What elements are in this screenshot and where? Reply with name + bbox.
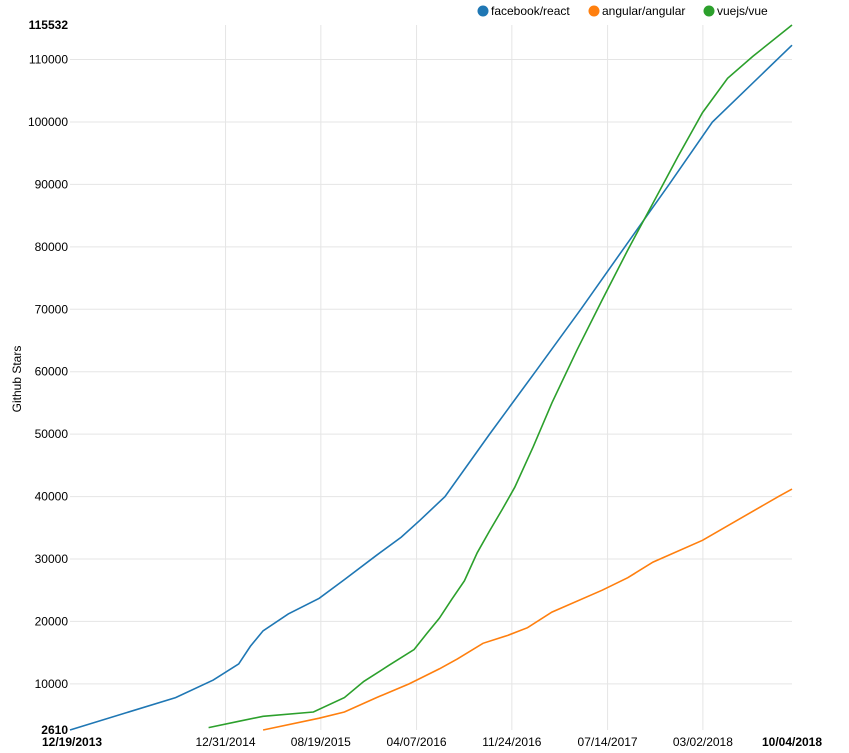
legend-label: vuejs/vue xyxy=(717,4,768,18)
legend-marker xyxy=(477,5,489,17)
y-tick-label: 40000 xyxy=(35,490,69,504)
y-tick-label: 50000 xyxy=(35,427,69,441)
x-tick-label: 08/19/2015 xyxy=(291,735,351,749)
legend-item[interactable]: vuejs/vue xyxy=(703,4,769,18)
grid-layer xyxy=(70,25,792,730)
y-tick-label: 110000 xyxy=(29,53,68,67)
x-tick-label: 11/24/2016 xyxy=(482,735,541,749)
y-tick-label: 100000 xyxy=(28,115,68,129)
x-tick-label: 12/19/2013 xyxy=(42,735,102,749)
x-tick-label: 03/02/2018 xyxy=(673,735,733,749)
legend-marker xyxy=(588,5,600,17)
y-axis: 2610 10000 20000 30000 40000 50000 60000 70000 8… xyxy=(28,18,68,737)
series-line-vuejs-vue xyxy=(208,24,793,729)
legend-item[interactable]: facebook/react xyxy=(477,4,571,18)
legend-marker xyxy=(703,5,715,17)
y-tick-label: 2610 xyxy=(41,723,68,737)
x-tick-label: 10/04/2018 xyxy=(762,735,822,749)
y-tick-label: 30000 xyxy=(35,552,69,566)
y-tick-label: 70000 xyxy=(35,302,69,316)
y-tick-label: 20000 xyxy=(35,614,69,628)
y-tick-label: 115532 xyxy=(29,18,69,32)
x-tick-label: 04/07/2016 xyxy=(387,735,447,749)
legend-item[interactable]: angular/angular xyxy=(588,4,686,18)
y-tick-label: 90000 xyxy=(35,177,69,191)
legend[interactable]: facebook/react angular/angular vuejs/vue xyxy=(477,4,769,18)
series-layer xyxy=(69,24,793,731)
y-tick-label: 60000 xyxy=(35,365,69,379)
x-tick-label: 12/31/2014 xyxy=(196,735,256,749)
series-line-facebook-react xyxy=(69,44,793,731)
series-line-angular-angular xyxy=(262,488,793,731)
legend-label: angular/angular xyxy=(602,4,685,18)
y-tick-label: 80000 xyxy=(35,240,69,254)
x-axis: 12/19/2013 12/31/2014 08/19/2015 04/07/2016… xyxy=(42,735,822,749)
y-tick-label: 10000 xyxy=(35,677,69,691)
y-axis-label: Github Stars xyxy=(10,346,24,413)
x-tick-label: 07/14/2017 xyxy=(578,735,638,749)
legend-label: facebook/react xyxy=(491,4,570,18)
